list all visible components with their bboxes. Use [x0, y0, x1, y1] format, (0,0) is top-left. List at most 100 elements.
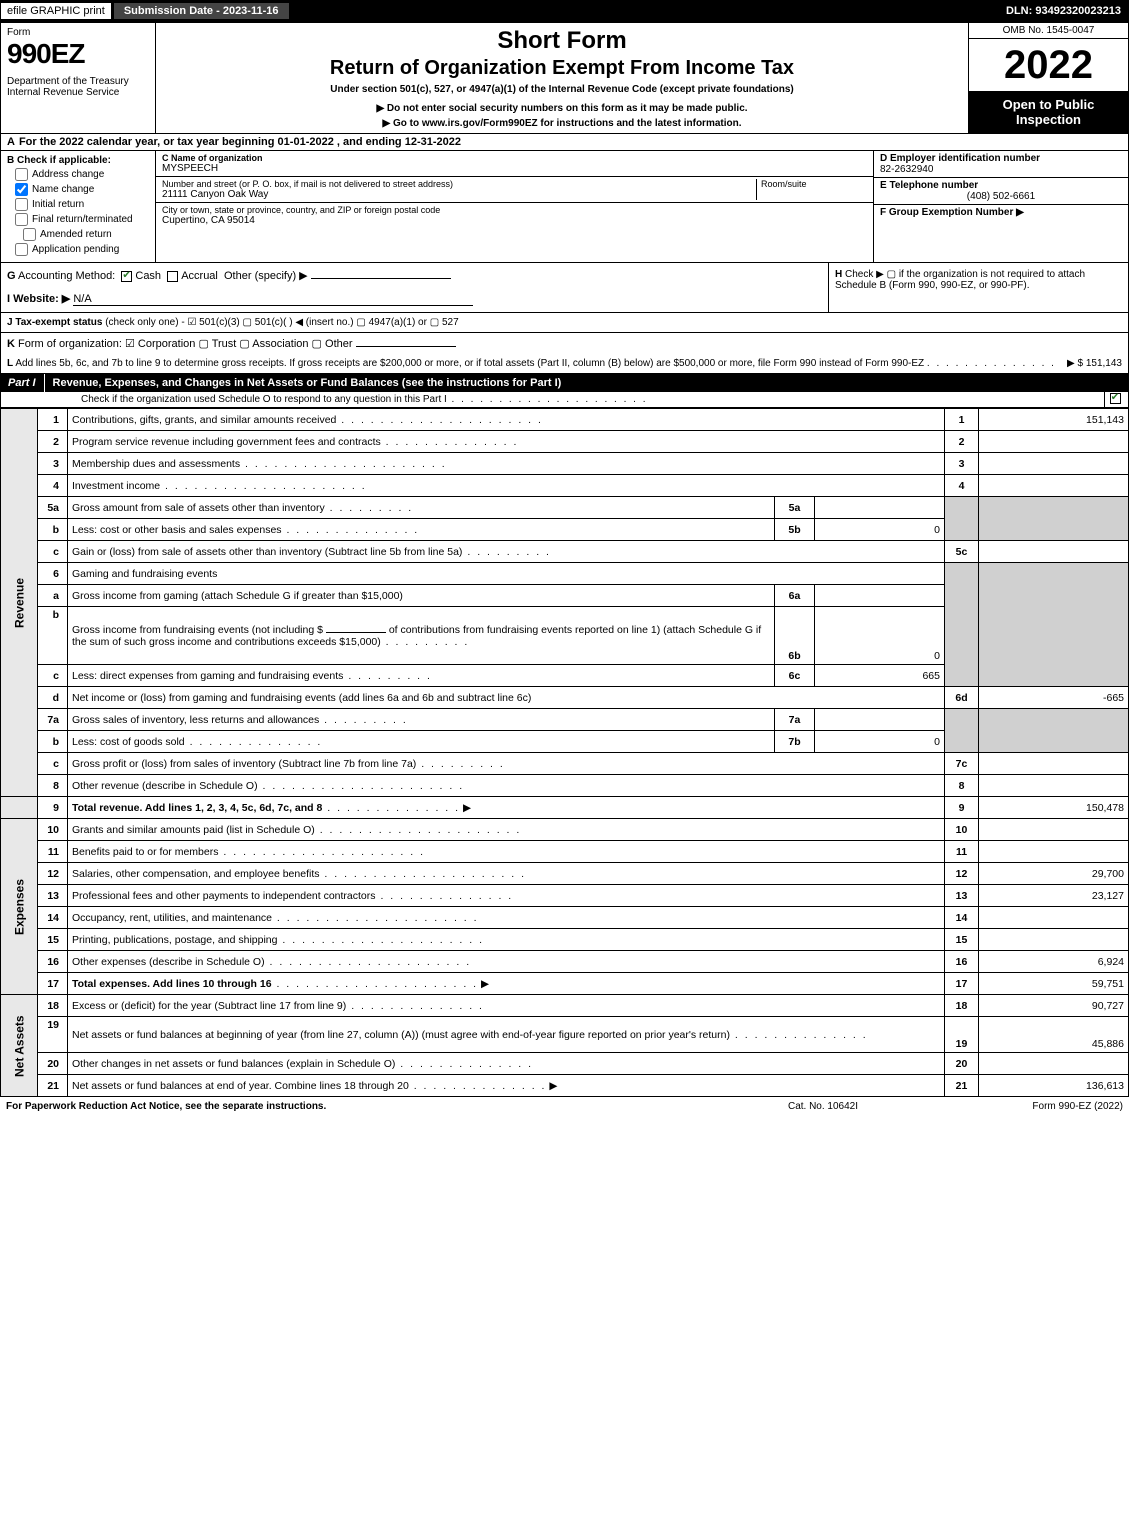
row-5c-num: c [38, 541, 68, 563]
cb-cash[interactable] [121, 271, 132, 282]
row-10-lnlbl: 10 [945, 819, 979, 841]
row-12-amt: 29,700 [979, 863, 1129, 885]
row-5c-desc: Gain or (loss) from sale of assets other… [68, 541, 945, 563]
row-2-desc: Program service revenue including govern… [68, 431, 945, 453]
cb-address-change[interactable] [15, 168, 28, 181]
checkbox-amended-return[interactable]: Amended return [23, 228, 149, 241]
row-10-desc: Grants and similar amounts paid (list in… [68, 819, 945, 841]
row-6a-num: a [38, 585, 68, 607]
street-label: Number and street (or P. O. box, if mail… [162, 179, 752, 189]
line-a: A For the 2022 calendar year, or tax yea… [0, 134, 1129, 151]
checkbox-final-return[interactable]: Final return/terminated [15, 213, 149, 226]
line-k-text: Form of organization: ☑ Corporation ▢ Tr… [18, 338, 353, 350]
org-name-value: MYSPEECH [162, 163, 867, 174]
row-5b-subval: 0 [815, 519, 945, 541]
cb-application-pending[interactable] [15, 243, 28, 256]
row-11-num: 11 [38, 841, 68, 863]
row-6c-sublbl: 6c [775, 665, 815, 687]
row-4-lnlbl: 4 [945, 475, 979, 497]
line-a-label: A [7, 136, 15, 148]
cb-amended-return[interactable] [23, 228, 36, 241]
row-7c-num: c [38, 753, 68, 775]
row-1-amt: 151,143 [979, 409, 1129, 431]
row-6b-blank[interactable] [326, 632, 386, 633]
line-k-other-line[interactable] [356, 346, 456, 347]
row-14-desc: Occupancy, rent, utilities, and maintena… [68, 907, 945, 929]
cb-name-change[interactable] [15, 183, 28, 196]
other-specify-line[interactable] [311, 278, 451, 279]
group-exemption-cell: F Group Exemption Number ▶ [874, 205, 1128, 262]
row-6-num: 6 [38, 563, 68, 585]
row-17-desc: Total expenses. Add lines 10 through 16 … [68, 973, 945, 995]
row-20-amt [979, 1053, 1129, 1075]
section-def: D Employer identification number 82-2632… [873, 151, 1128, 262]
row-12-desc: Salaries, other compensation, and employ… [68, 863, 945, 885]
row-21-amt: 136,613 [979, 1075, 1129, 1097]
line-h-label: H [835, 269, 842, 280]
row-7c-amt [979, 753, 1129, 775]
row-4-amt [979, 475, 1129, 497]
checkbox-application-pending[interactable]: Application pending [15, 243, 149, 256]
line-k: K Form of organization: ☑ Corporation ▢ … [0, 333, 1129, 354]
row-6-shade [945, 563, 979, 687]
row-6d-desc: Net income or (loss) from gaming and fun… [68, 687, 945, 709]
row-5a-sublbl: 5a [775, 497, 815, 519]
form-subtitle: Under section 501(c), 527, or 4947(a)(1)… [160, 84, 964, 95]
row-15-amt [979, 929, 1129, 951]
row-9-num: 9 [38, 797, 68, 819]
row-18-amt: 90,727 [979, 995, 1129, 1017]
row-6-desc: Gaming and fundraising events [68, 563, 945, 585]
cb-initial-return[interactable] [15, 198, 28, 211]
submission-date-label: Submission Date - 2023-11-16 [112, 3, 289, 19]
form-number: 990EZ [7, 38, 149, 70]
schedule-o-checkbox-cell [1104, 392, 1128, 407]
row-6b-sublbl: 6b [775, 607, 815, 665]
row-13-desc: Professional fees and other payments to … [68, 885, 945, 907]
form-title-main: Return of Organization Exempt From Incom… [160, 57, 964, 80]
line-l-dots [927, 358, 1056, 369]
row-13-amt: 23,127 [979, 885, 1129, 907]
line-l-amount: ▶ $ 151,143 [1067, 358, 1122, 369]
checkbox-initial-return[interactable]: Initial return [15, 198, 149, 211]
cb-final-return[interactable] [15, 213, 28, 226]
row-6c-subval: 665 [815, 665, 945, 687]
row-6b-num: b [38, 607, 68, 665]
checkbox-address-change[interactable]: Address change [15, 168, 149, 181]
website-value: N/A [73, 293, 473, 306]
public-inspection-badge: Open to Public Inspection [969, 91, 1128, 133]
cb-accrual[interactable] [167, 271, 178, 282]
row-5a-desc: Gross amount from sale of assets other t… [68, 497, 775, 519]
row-14-num: 14 [38, 907, 68, 929]
form-header: Form 990EZ Department of the Treasury In… [0, 22, 1129, 134]
part-i-table: Revenue 1 Contributions, gifts, grants, … [0, 408, 1129, 1097]
line-k-label: K [7, 338, 15, 350]
efile-print-label[interactable]: efile GRAPHIC print [0, 2, 112, 20]
row-7ab-shade-amt [979, 709, 1129, 753]
row-9-desc: Total revenue. Add lines 1, 2, 3, 4, 5c,… [68, 797, 945, 819]
row-7a-desc: Gross sales of inventory, less returns a… [68, 709, 775, 731]
row-8-desc: Other revenue (describe in Schedule O) [68, 775, 945, 797]
row-16-num: 16 [38, 951, 68, 973]
row-8-num: 8 [38, 775, 68, 797]
row-7a-num: 7a [38, 709, 68, 731]
row-7a-sublbl: 7a [775, 709, 815, 731]
row-7ab-shade [945, 709, 979, 753]
row-13-lnlbl: 13 [945, 885, 979, 907]
row-5ab-shade [945, 497, 979, 541]
sched-o-dots [447, 394, 648, 405]
cb-schedule-o[interactable] [1110, 393, 1121, 404]
line-j-text: (check only one) - ☑ 501(c)(3) ▢ 501(c)(… [105, 317, 458, 328]
row-11-desc: Benefits paid to or for members [68, 841, 945, 863]
dln-label: DLN: 93492320023213 [998, 3, 1129, 19]
ein-label: D Employer identification number [880, 153, 1040, 164]
sidebar-expenses: Expenses [1, 819, 38, 995]
sidebar-revenue: Revenue [1, 409, 38, 797]
part-i-tag: Part I [0, 374, 45, 392]
row-13-num: 13 [38, 885, 68, 907]
row-15-num: 15 [38, 929, 68, 951]
checkbox-name-change[interactable]: Name change [15, 183, 149, 196]
row-5b-num: b [38, 519, 68, 541]
omb-number: OMB No. 1545-0047 [969, 23, 1128, 39]
form-header-right: OMB No. 1545-0047 2022 Open to Public In… [968, 23, 1128, 133]
accrual-label: Accrual [181, 270, 218, 282]
